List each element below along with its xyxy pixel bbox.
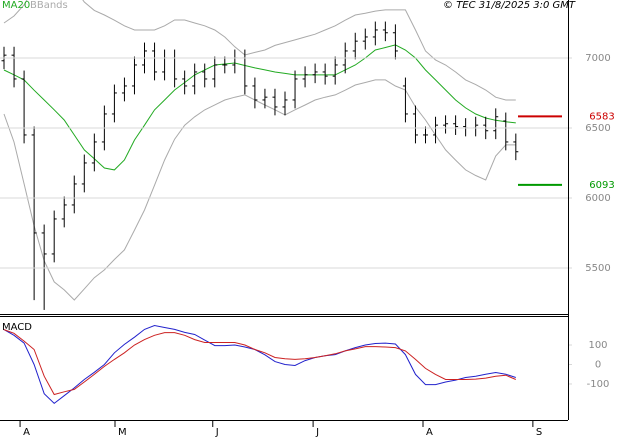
y-tick-label: -100 xyxy=(587,379,610,390)
y-tick-label: 7000 xyxy=(585,53,610,64)
y-tick-label: 6500 xyxy=(585,123,610,134)
legend-entry: MA20 xyxy=(2,0,30,11)
panel xyxy=(3,324,516,405)
macd-line xyxy=(3,329,516,396)
x-tick-label: A xyxy=(426,427,433,438)
level-label: 6583 xyxy=(589,111,614,122)
panel xyxy=(1,0,519,310)
y-tick-label: 100 xyxy=(588,340,607,351)
y-tick-label: 5500 xyxy=(585,263,610,274)
x-tick-label: J xyxy=(215,427,219,438)
level-label: 6093 xyxy=(589,180,614,191)
x-tick-label: S xyxy=(536,427,542,438)
legend-entry: BBands xyxy=(30,0,68,11)
ma-line xyxy=(3,44,516,171)
x-tick-label: M xyxy=(118,427,127,438)
band-upper xyxy=(3,0,516,101)
panel-title: MACD xyxy=(2,322,32,333)
macd-line xyxy=(3,324,516,405)
x-tick-label: J xyxy=(315,427,319,438)
y-tick-label: 6000 xyxy=(585,193,610,204)
header: © TEC 31/8/2025 3:0 GMT xyxy=(443,0,576,11)
x-tick-label: A xyxy=(23,427,30,438)
y-tick-label: 0 xyxy=(595,359,601,370)
